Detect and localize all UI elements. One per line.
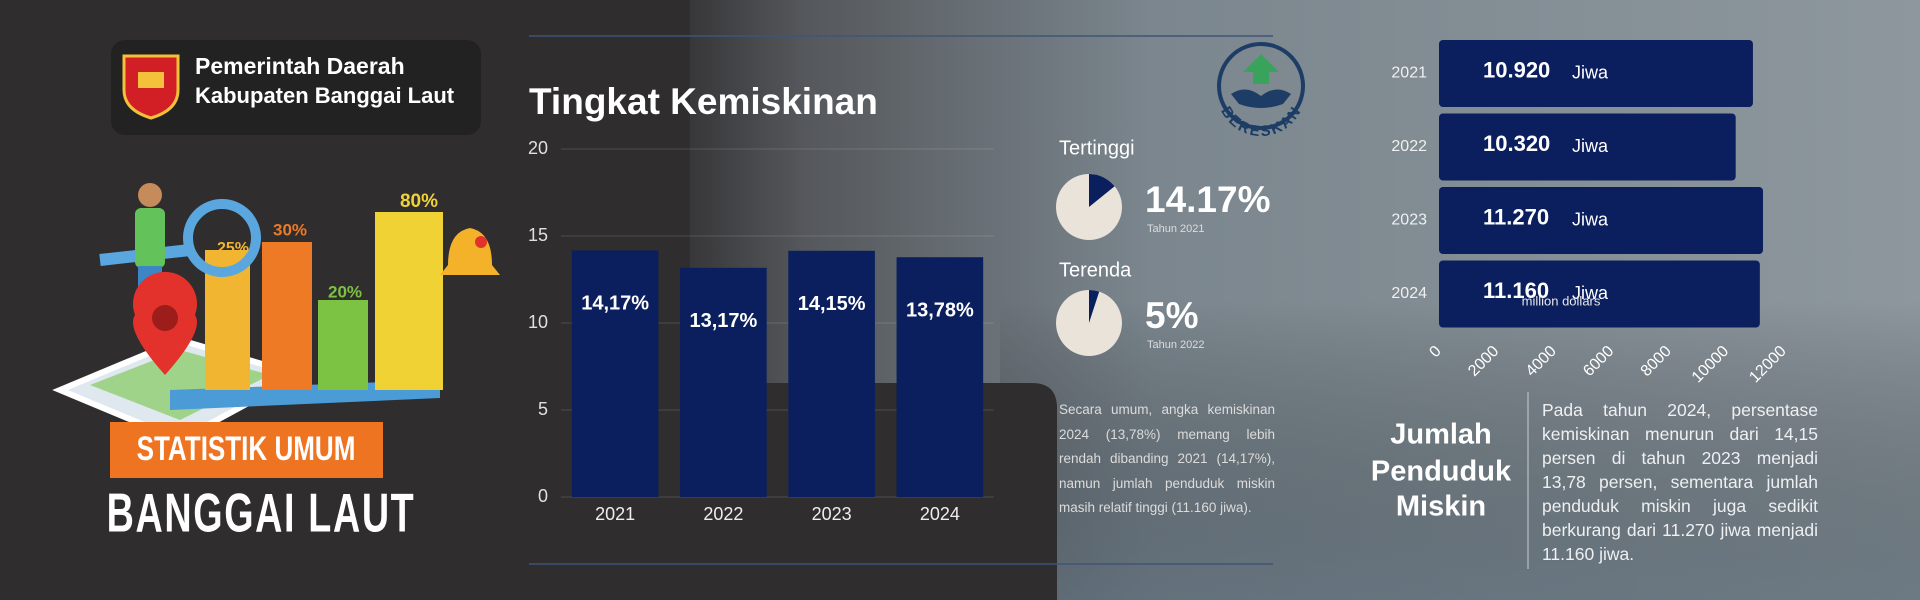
x-tick-label: 2022 xyxy=(703,504,743,524)
bar xyxy=(896,257,984,497)
value-label: 10.320 xyxy=(1483,131,1550,156)
y-tick-label: 2022 xyxy=(1391,138,1427,155)
pie-value: 5% xyxy=(1145,295,1198,336)
bar xyxy=(1439,40,1753,107)
x-tick-label: 2021 xyxy=(595,504,635,524)
value-label: 11.270 xyxy=(1483,204,1549,229)
decor-bar xyxy=(318,300,368,390)
y-tick-label: 2023 xyxy=(1391,212,1427,229)
y-tick-label: 2021 xyxy=(1391,65,1427,82)
bar xyxy=(1439,187,1764,254)
person-body xyxy=(135,208,165,268)
value-label: 14,15% xyxy=(798,293,866,315)
unit-label: Jiwa xyxy=(1572,283,1609,303)
summary-text: Secara umum, angka kemiskinan 2024 (13,7… xyxy=(1059,402,1275,515)
decor-bar xyxy=(262,242,312,390)
pie-slice xyxy=(1089,290,1100,323)
x-tick-label: 2023 xyxy=(812,504,852,524)
pie-slice xyxy=(1089,173,1115,207)
illustration-label: 30% xyxy=(273,220,307,239)
bar xyxy=(1439,113,1736,181)
y-tick-label: 20 xyxy=(528,138,548,158)
pin-hole xyxy=(152,305,178,331)
banner-title: BANGGAI LAUT xyxy=(107,483,416,543)
emblem-detail xyxy=(138,72,164,88)
pie-label: Tertinggi xyxy=(1059,137,1135,159)
unit-label: Jiwa xyxy=(1572,62,1609,82)
pie-note: Tahun 2021 xyxy=(1147,223,1205,235)
value-label: 13,17% xyxy=(689,310,757,332)
header-line: Kabupaten Banggai Laut xyxy=(195,83,455,108)
x-axis-label: million dollars xyxy=(1522,293,1601,308)
bell-dot xyxy=(475,236,487,248)
pie-label: Terenda xyxy=(1059,259,1132,281)
logo-ring xyxy=(1217,42,1305,130)
illustration-label: 80% xyxy=(400,191,438,212)
tag-box xyxy=(110,422,383,478)
bar xyxy=(1439,260,1760,328)
panel-title: Jumlah xyxy=(1390,419,1492,451)
decor-bar xyxy=(375,212,443,390)
y-tick-label: 0 xyxy=(538,486,548,506)
unit-label: Jiwa xyxy=(1572,136,1609,156)
header-box xyxy=(111,40,481,135)
value-label: 10.920 xyxy=(1483,57,1550,82)
bar xyxy=(788,250,875,497)
value-label: 11.160 xyxy=(1483,278,1549,303)
magnifier xyxy=(183,199,261,277)
y-tick-label: 15 xyxy=(528,225,548,245)
x-tick-label: 2024 xyxy=(920,504,960,524)
pie-value: 14.17% xyxy=(1145,179,1271,220)
y-tick-label: 5 xyxy=(538,399,548,419)
bar xyxy=(571,250,659,497)
header-line: Pemerintah Daerah xyxy=(195,53,405,79)
logo-arrow xyxy=(1243,54,1279,84)
logo-hands xyxy=(1231,89,1291,108)
banner-tag: STATISTIK UMUM xyxy=(137,431,356,468)
bar xyxy=(680,267,767,497)
panel-text: Pada tahun 2024, persentase kemiskinan m… xyxy=(1542,400,1818,564)
y-tick-label: 10 xyxy=(528,312,548,332)
panel-title: Miskin xyxy=(1396,491,1486,523)
unit-label: Jiwa xyxy=(1572,209,1609,229)
chart-title: Tingkat Kemiskinan xyxy=(529,81,878,122)
value-label: 13,78% xyxy=(906,300,974,322)
y-tick-label: 2024 xyxy=(1391,285,1427,302)
photo-shade xyxy=(1000,300,1920,600)
panel-title: Penduduk xyxy=(1371,456,1512,488)
illustration-label: 20% xyxy=(328,282,362,301)
person-head xyxy=(138,183,162,207)
pie-note: Tahun 2022 xyxy=(1147,339,1205,351)
value-label: 14,17% xyxy=(581,293,649,315)
illustration-label: 25% xyxy=(217,240,249,257)
